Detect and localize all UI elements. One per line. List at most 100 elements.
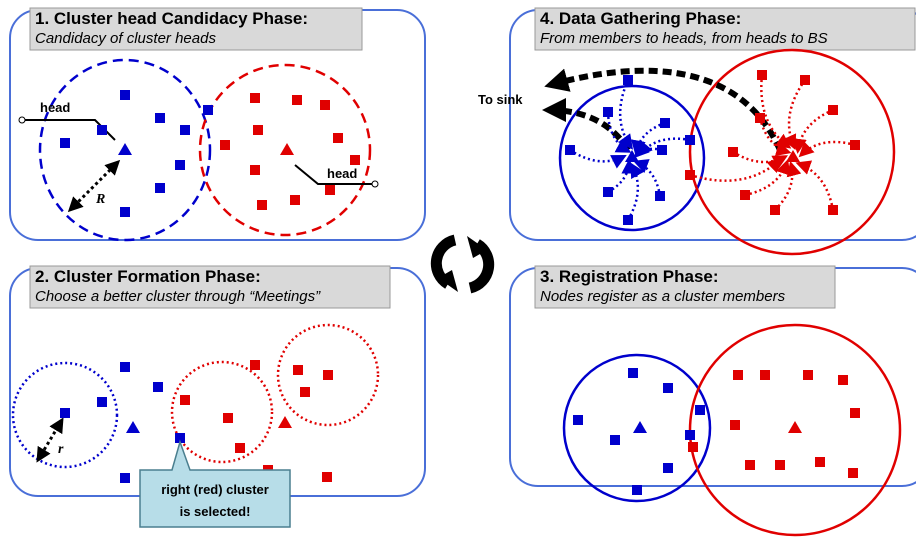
flow-arrow	[758, 117, 792, 156]
node	[323, 370, 333, 380]
pointer-line	[22, 119, 116, 141]
flow-arrow	[626, 162, 645, 221]
panel-subtitle: From members to heads, from heads to BS	[540, 30, 828, 47]
node	[623, 215, 633, 225]
node	[175, 433, 185, 443]
flow-arrow	[791, 108, 834, 154]
node	[657, 145, 667, 155]
node	[155, 183, 165, 193]
node	[175, 160, 185, 170]
node	[610, 435, 620, 445]
node	[800, 75, 810, 85]
sink-arrow	[542, 98, 631, 152]
header-box	[29, 265, 391, 309]
flow-arrow	[569, 148, 627, 169]
node	[628, 368, 638, 378]
node	[153, 382, 163, 392]
node	[220, 140, 230, 150]
cluster-range	[38, 58, 212, 242]
node	[292, 95, 302, 105]
node	[97, 397, 107, 407]
node	[250, 360, 260, 370]
radius-arrow	[36, 417, 64, 463]
node	[848, 468, 858, 478]
node	[120, 90, 130, 100]
label: r	[58, 442, 64, 457]
node	[685, 135, 695, 145]
node	[770, 205, 780, 215]
cluster-head	[118, 143, 132, 155]
node	[755, 113, 765, 123]
flow-arrow	[633, 159, 662, 197]
flow-arrow	[732, 150, 788, 169]
cluster-range	[558, 84, 706, 232]
node	[290, 195, 300, 205]
node	[603, 107, 613, 117]
cluster-range	[198, 63, 372, 237]
cluster-range	[11, 361, 119, 469]
node	[828, 105, 838, 115]
flow-arrow	[744, 159, 791, 197]
cluster-range	[276, 323, 380, 427]
node	[60, 138, 70, 148]
flow-arrow	[795, 160, 835, 211]
node	[120, 473, 130, 483]
node	[573, 415, 583, 425]
node	[663, 463, 673, 473]
node	[685, 170, 695, 180]
node	[838, 375, 848, 385]
node	[293, 365, 303, 375]
node	[745, 460, 755, 470]
node	[632, 485, 642, 495]
node	[322, 472, 332, 482]
node	[685, 430, 695, 440]
node	[253, 125, 263, 135]
pointer-line	[294, 164, 375, 185]
callout-text: is selected!	[180, 504, 251, 519]
cluster-range	[170, 360, 274, 464]
cluster-range	[562, 353, 712, 503]
node	[733, 370, 743, 380]
node	[235, 443, 245, 453]
pointer-dot	[18, 116, 26, 124]
node	[688, 442, 698, 452]
cluster-head	[278, 416, 292, 428]
label: R	[95, 192, 105, 207]
label: To sink	[478, 92, 523, 107]
node	[850, 408, 860, 418]
cycle-arrow-head	[467, 236, 487, 258]
panel-title: 2. Cluster Formation Phase:	[35, 267, 261, 286]
node	[728, 147, 738, 157]
node	[775, 460, 785, 470]
panel-title: 1. Cluster head Candidacy Phase:	[35, 9, 308, 28]
node	[850, 140, 860, 150]
node	[350, 155, 360, 165]
header-box	[534, 265, 836, 309]
node	[623, 75, 633, 85]
node	[815, 457, 825, 467]
node	[120, 362, 130, 372]
node	[603, 187, 613, 197]
flow-arrow	[798, 140, 856, 158]
flow-arrow	[607, 158, 637, 194]
sink-arrow	[544, 67, 783, 152]
callout	[139, 439, 291, 528]
cycle-arrow-head	[438, 270, 458, 292]
header-box	[534, 7, 916, 51]
panel-subtitle: Nodes register as a cluster members	[540, 288, 786, 305]
flow-arrow	[782, 79, 807, 151]
flow-arrow	[774, 160, 802, 211]
node	[663, 383, 673, 393]
node	[803, 370, 813, 380]
node	[655, 191, 665, 201]
node	[223, 413, 233, 423]
node	[300, 387, 310, 397]
node	[155, 113, 165, 123]
panel-subtitle: Candidacy of cluster heads	[35, 30, 216, 47]
node	[325, 185, 335, 195]
node	[257, 200, 267, 210]
cluster-head	[633, 421, 647, 433]
node	[757, 70, 767, 80]
node	[60, 408, 70, 418]
